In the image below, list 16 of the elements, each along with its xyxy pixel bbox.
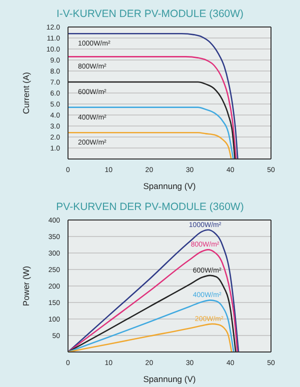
x-axis-title: Spannung (V) — [143, 181, 196, 191]
line-series — [68, 56, 237, 159]
line-series — [68, 106, 234, 159]
line-series — [68, 249, 238, 352]
line-series — [68, 32, 238, 159]
line-series — [68, 274, 236, 352]
chart-title: PV-KURVEN DER PV-MODULE (360W) — [55, 200, 245, 215]
line-series — [68, 300, 234, 352]
y-axis-title: Current (A) — [21, 72, 32, 114]
x-axis-title: Spannung (V) — [143, 374, 196, 384]
line-series — [68, 229, 240, 352]
line-series — [68, 132, 232, 159]
line-series — [68, 323, 232, 352]
line-series — [68, 81, 236, 159]
y-axis-title: Power (W) — [21, 266, 32, 306]
chart-title: I-V-KURVEN DER PV-MODULE (360W) — [55, 7, 245, 22]
